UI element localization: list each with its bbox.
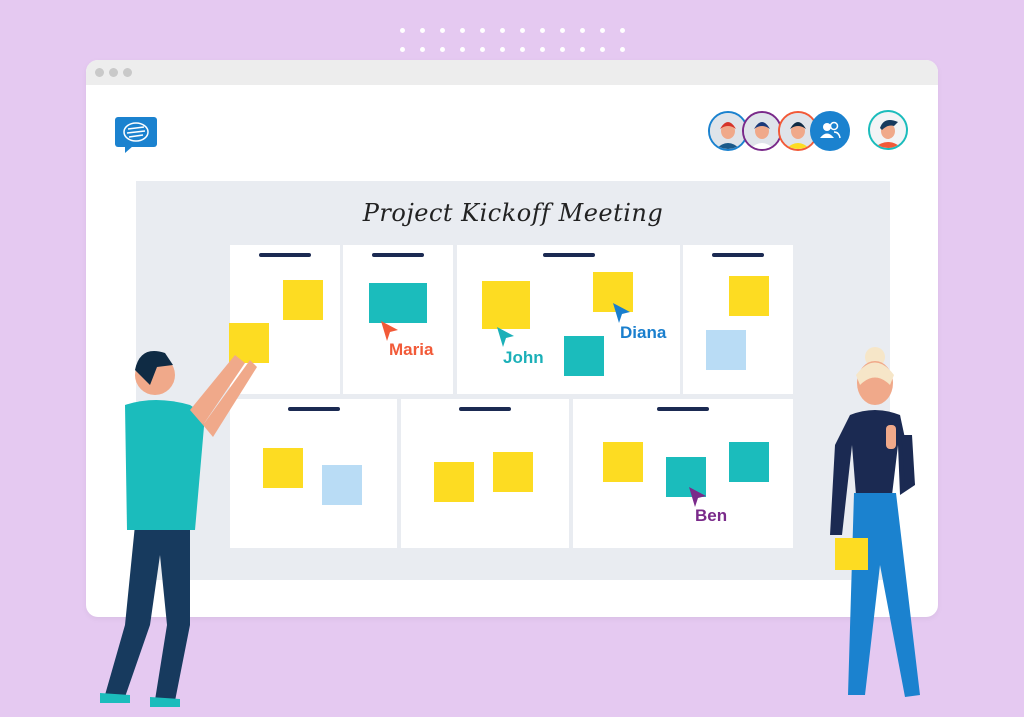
decorative-dot xyxy=(460,47,465,52)
sticky-note[interactable] xyxy=(593,272,633,312)
decorative-dot xyxy=(580,47,585,52)
man-illustration xyxy=(100,351,257,707)
board-column[interactable] xyxy=(401,399,569,548)
window-control-close[interactable] xyxy=(95,68,104,77)
decorative-dot xyxy=(540,47,545,52)
cursor-pointer-icon xyxy=(689,487,706,507)
chat-bubble-icon[interactable] xyxy=(115,117,159,155)
board-title: Project Kickoff Meeting xyxy=(362,199,664,227)
column-header-bar xyxy=(287,407,340,411)
sticky-note[interactable] xyxy=(666,457,706,497)
sticky-note[interactable] xyxy=(493,452,533,492)
sticky-note[interactable] xyxy=(263,448,303,488)
sticky-note[interactable] xyxy=(434,462,474,502)
decorative-dot xyxy=(560,28,565,33)
cursor-label: Maria xyxy=(389,340,434,359)
decorative-dot xyxy=(620,47,625,52)
cursor-pointer-icon xyxy=(381,321,398,341)
decorative-dot xyxy=(500,28,505,33)
window-control-maximize[interactable] xyxy=(123,68,132,77)
board-column[interactable] xyxy=(683,245,793,394)
column-header-bar xyxy=(542,253,595,257)
column-header-bar xyxy=(712,253,764,257)
cursor-label: John xyxy=(503,348,544,367)
window-control-minimize[interactable] xyxy=(109,68,118,77)
decorative-dot xyxy=(600,28,605,33)
decorative-dot xyxy=(420,28,425,33)
decorative-dot xyxy=(520,47,525,52)
decorative-dot xyxy=(580,28,585,33)
users-icon[interactable] xyxy=(810,111,850,151)
participant-avatar[interactable] xyxy=(742,111,782,151)
sticky-note[interactable] xyxy=(482,281,530,329)
decorative-dot xyxy=(540,28,545,33)
cursor-label: Diana xyxy=(620,323,667,342)
column-header-bar xyxy=(657,407,709,411)
decorative-dot xyxy=(440,28,445,33)
column-header-bar xyxy=(459,407,511,411)
app-window: Project Kickoff Meeting Maria John Diana Be… xyxy=(86,60,938,617)
sticky-note[interactable] xyxy=(369,283,427,323)
sticky-note[interactable] xyxy=(706,330,746,370)
woman-illustration xyxy=(830,347,920,697)
decorative-dot xyxy=(400,28,405,33)
decorative-dot xyxy=(480,47,485,52)
cursor-label: Ben xyxy=(695,506,728,525)
whiteboard[interactable]: Project Kickoff Meeting Maria John Diana Be… xyxy=(136,181,890,580)
window-titlebar xyxy=(86,60,938,85)
sticky-note[interactable] xyxy=(729,442,769,482)
decorative-dot xyxy=(620,28,625,33)
board-column[interactable] xyxy=(230,399,397,548)
sticky-note[interactable] xyxy=(729,276,769,316)
decorative-dot xyxy=(600,47,605,52)
current-user-avatar[interactable] xyxy=(868,110,908,150)
decorative-dot xyxy=(420,47,425,52)
sticky-note[interactable] xyxy=(603,442,643,482)
decorative-dot xyxy=(480,28,485,33)
sticky-note[interactable] xyxy=(564,336,604,376)
participant-avatar[interactable] xyxy=(708,111,748,151)
cursor-pointer-icon xyxy=(613,303,630,323)
decorative-dot xyxy=(520,28,525,33)
sticky-note[interactable] xyxy=(322,465,362,505)
column-header-bar xyxy=(259,253,311,257)
decorative-dot xyxy=(560,47,565,52)
column-header-bar xyxy=(372,253,424,257)
sticky-note[interactable] xyxy=(283,280,323,320)
decorative-dot xyxy=(400,47,405,52)
decorative-dot xyxy=(440,47,445,52)
decorative-dot xyxy=(500,47,505,52)
decorative-dot xyxy=(460,28,465,33)
cursor-pointer-icon xyxy=(497,327,514,347)
